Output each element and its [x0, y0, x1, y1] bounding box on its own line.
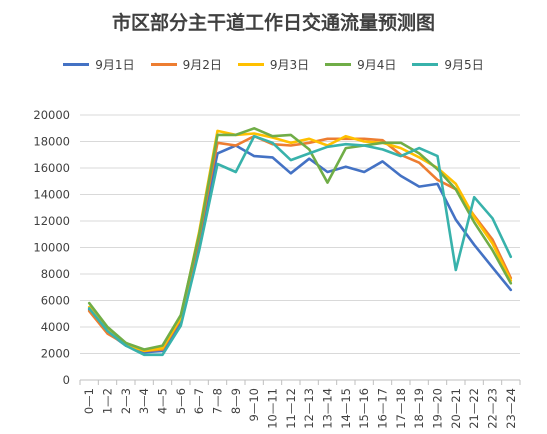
y-tick-label: 0 [63, 373, 70, 387]
x-tick-label: 11—12 [284, 388, 298, 429]
x-tick-label: 20—21 [449, 388, 463, 429]
series-line [87, 134, 513, 357]
series-line [87, 129, 513, 353]
legend-swatch [412, 63, 439, 66]
x-tick-label: 21—22 [467, 388, 481, 429]
y-tick-label: 18000 [33, 135, 70, 149]
x-tick-label: 23—24 [504, 388, 518, 429]
x-tick-label: 19—20 [431, 388, 445, 429]
x-tick-label: 7—8 [211, 388, 225, 414]
y-tick-label: 14000 [33, 188, 70, 202]
x-tick-label: 8—9 [229, 388, 243, 414]
y-tick-label: 2000 [41, 347, 70, 361]
legend-label: 9月2日 [182, 58, 222, 72]
y-tick-label: 4000 [41, 320, 70, 334]
series-line [87, 127, 513, 351]
y-tick-label: 6000 [41, 294, 70, 308]
legend-swatch [237, 63, 264, 66]
x-tick-label: 14—15 [339, 388, 353, 429]
legend-item: 9月2日 [150, 56, 222, 73]
x-tick-label: 18—19 [412, 388, 426, 429]
legend-label: 9月4日 [357, 58, 397, 72]
x-tick-label: 6—7 [192, 388, 206, 414]
x-tick-label: 17—18 [394, 388, 408, 429]
legend-item: 9月3日 [237, 56, 310, 73]
legend-item: 9月4日 [325, 56, 396, 73]
y-tick-label: 16000 [33, 161, 70, 175]
x-tick-label: 12—13 [302, 388, 316, 429]
legend-label: 9月5日 [444, 58, 484, 72]
x-tick-label: 13—14 [321, 388, 335, 429]
legend-item: 9月5日 [412, 56, 484, 73]
legend-swatch [150, 63, 177, 66]
legend-swatch [325, 63, 352, 66]
x-tick-label: 2—3 [119, 388, 133, 414]
x-tick-label: 15—16 [357, 388, 371, 429]
series-line [87, 144, 513, 354]
x-tick-label: 9—10 [247, 388, 261, 421]
y-tick-label: 12000 [33, 214, 70, 228]
legend-swatch [63, 63, 90, 66]
chart-title: 市区部分主干道工作日交通流量预测图 [111, 12, 435, 34]
legend-item: 9月1日 [63, 56, 135, 73]
x-tick-label: 5—6 [174, 388, 188, 414]
x-tick-label: 3—4 [137, 388, 151, 414]
x-tick-label: 22—23 [486, 388, 500, 429]
x-tick-label: 1—2 [101, 388, 115, 414]
y-tick-label: 8000 [41, 267, 70, 281]
legend: 9月1日 9月2日 9月3日 9月4日 9月5日 [0, 56, 547, 73]
x-tick-label: 0—1 [82, 388, 96, 414]
x-tick-label: 16—17 [376, 388, 390, 429]
legend-label: 9月3日 [269, 58, 310, 72]
legend-label: 9月1日 [95, 58, 135, 72]
x-tick-label: 4—5 [156, 388, 170, 414]
y-tick-label: 10000 [33, 241, 70, 255]
y-tick-label: 20000 [33, 108, 70, 122]
x-tick-label: 10—11 [266, 388, 280, 429]
